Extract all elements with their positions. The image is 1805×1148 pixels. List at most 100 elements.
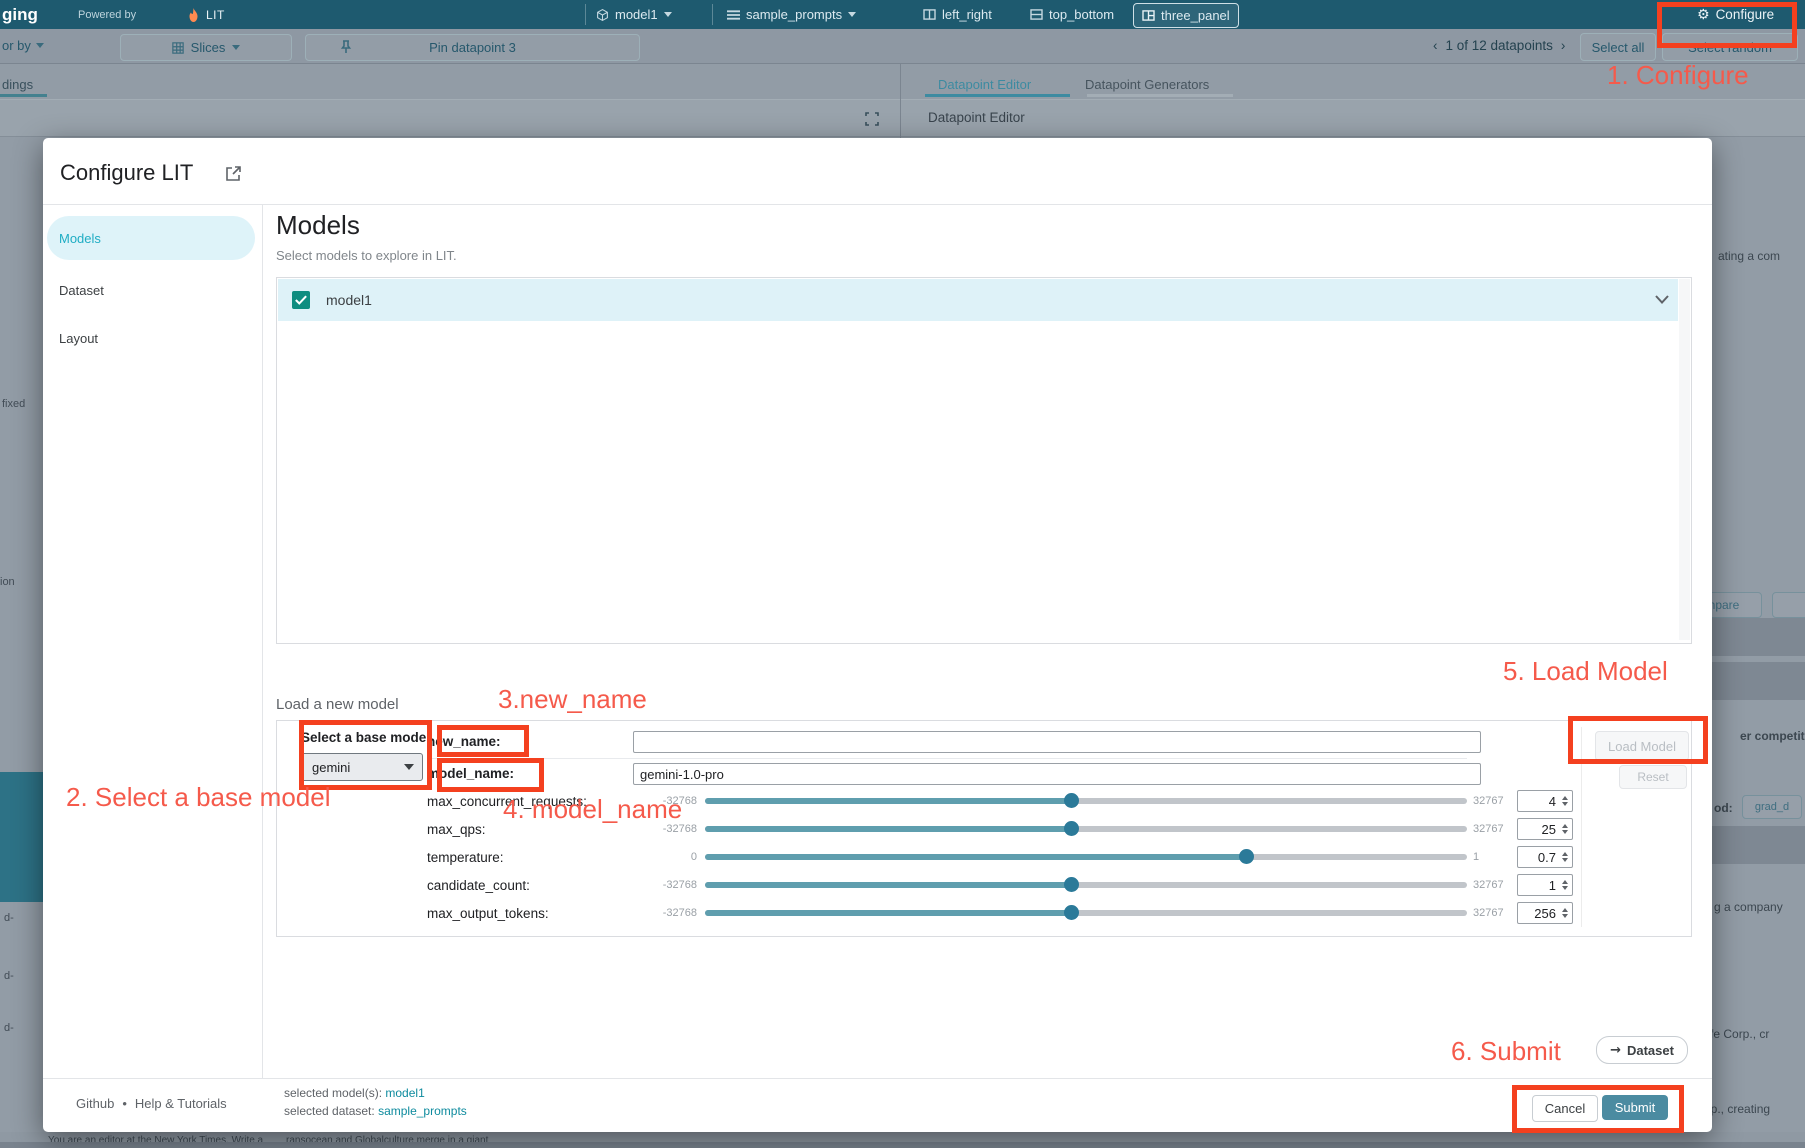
- scrollbar[interactable]: [1679, 279, 1690, 640]
- slider-track[interactable]: [705, 793, 1467, 808]
- annotation-label-4: 4. model_name: [503, 794, 683, 824]
- model-selector[interactable]: model1: [596, 0, 672, 29]
- model-checkbox-checked[interactable]: [292, 291, 310, 309]
- top-app-bar: ging Powered by LIT model1 sample_prompt…: [0, 0, 1805, 29]
- slider-min-label: -32768: [662, 823, 697, 835]
- param-slider-row: max_concurrent_requests: -32768 32767 4: [427, 787, 1573, 815]
- selected-model-link[interactable]: model1: [385, 1086, 425, 1100]
- param-slider-row: max_qps: -32768 32767 25: [427, 815, 1573, 843]
- model-name-input[interactable]: gemini-1.0-pro: [633, 763, 1481, 785]
- base-model-select[interactable]: gemini: [301, 753, 423, 781]
- pin-datapoint-button[interactable]: Pin datapoint 3: [305, 34, 640, 61]
- configure-button[interactable]: ⚙ Configure: [1697, 6, 1775, 23]
- annotation-box-base-model: [299, 720, 432, 790]
- pager-prev[interactable]: ‹: [1433, 38, 1438, 53]
- slider-thumb[interactable]: [1239, 849, 1255, 864]
- active-tab-underline: [0, 94, 47, 97]
- dot-separator: •: [122, 1096, 127, 1111]
- slider-fill: [705, 798, 1071, 804]
- tab-datapoint-editor[interactable]: Datapoint Editor: [938, 77, 1032, 92]
- slider-track[interactable]: [705, 821, 1467, 836]
- section-subtitle: Select models to explore in LIT.: [276, 248, 457, 263]
- divider: [262, 204, 263, 1078]
- slider-max-label: 32767: [1473, 795, 1504, 807]
- slices-button[interactable]: Slices: [120, 34, 292, 61]
- model-row[interactable]: model1: [278, 279, 1678, 321]
- layout-left-right[interactable]: left_right: [915, 3, 1000, 26]
- background-text-fragment: ion: [0, 576, 15, 588]
- submit-button[interactable]: Submit: [1602, 1095, 1668, 1120]
- dataset-next-button[interactable]: → Dataset: [1596, 1036, 1688, 1064]
- slider-thumb[interactable]: [1063, 905, 1079, 920]
- slider-thumb[interactable]: [1063, 821, 1079, 836]
- load-model-button[interactable]: Load Model: [1595, 731, 1689, 761]
- spinner-arrows-icon[interactable]: [1559, 908, 1570, 918]
- help-tutorials-link[interactable]: Help & Tutorials: [134, 1096, 227, 1111]
- layout-three-panel-icon: [1142, 10, 1155, 21]
- arrow-right-icon: →: [1610, 1042, 1621, 1058]
- model-name-label: model_name:: [427, 766, 515, 781]
- background-text-fragment: d-: [4, 1022, 14, 1034]
- select-all-button[interactable]: Select all: [1580, 33, 1656, 61]
- value-spinner[interactable]: 25: [1517, 818, 1573, 840]
- spinner-arrows-icon[interactable]: [1559, 880, 1570, 890]
- tab-embeddings-partial[interactable]: dings: [2, 77, 34, 92]
- background-text-fragment: tafe Corp., cr: [1700, 1027, 1770, 1041]
- expand-panel-icon[interactable]: [865, 112, 879, 126]
- layout-three-panel[interactable]: three_panel: [1133, 3, 1239, 28]
- value-spinner[interactable]: 1: [1517, 874, 1573, 896]
- layout-left-right-icon: [923, 9, 936, 20]
- sidebar-item-models[interactable]: [47, 216, 255, 260]
- cancel-button[interactable]: Cancel: [1532, 1095, 1598, 1122]
- background-button-partial[interactable]: [1772, 592, 1805, 618]
- selected-models-line: selected model(s): model1: [284, 1086, 425, 1100]
- grid-icon: [171, 41, 184, 54]
- slider-track[interactable]: [705, 905, 1467, 920]
- slider-max-label: 32767: [1473, 823, 1504, 835]
- new-name-input[interactable]: [633, 731, 1481, 753]
- annotation-box-configure: [1657, 2, 1797, 48]
- slider-min-label: 0: [690, 851, 697, 863]
- github-link[interactable]: Github: [76, 1096, 115, 1111]
- sidebar-item-layout[interactable]: Layout: [59, 331, 99, 346]
- value-spinner[interactable]: 0.7: [1517, 846, 1573, 868]
- external-link-icon[interactable]: [225, 165, 242, 182]
- background-text-fragment: er competito: [1740, 729, 1805, 743]
- divider: [427, 758, 1467, 759]
- background-text-fragment: fixed: [2, 398, 26, 410]
- background-text-fragment: orp., creating: [1700, 1102, 1771, 1116]
- slider-min-label: -32768: [662, 879, 697, 891]
- table-row-text: ransocean and Globalculture merge in a g…: [286, 1135, 489, 1146]
- layout-top-bottom[interactable]: top_bottom: [1022, 3, 1122, 26]
- param-slider-row: max_output_tokens: -32768 32767 256: [427, 899, 1573, 927]
- panel-header-strip: Datapoint Editor: [0, 99, 1805, 137]
- background-text-fragment: d-: [4, 912, 14, 924]
- spinner-arrows-icon[interactable]: [1559, 824, 1570, 834]
- spinner-arrows-icon[interactable]: [1559, 796, 1570, 806]
- background-text-fragment: g a company: [1714, 900, 1783, 914]
- selected-dataset-link[interactable]: sample_prompts: [378, 1104, 467, 1118]
- chevron-down-icon: [663, 12, 672, 17]
- color-by-dropdown[interactable]: or by: [2, 38, 44, 53]
- tab-datapoint-generators[interactable]: Datapoint Generators: [1085, 77, 1210, 92]
- slider-thumb[interactable]: [1063, 877, 1079, 892]
- slider-track[interactable]: [705, 877, 1467, 892]
- chevron-down-icon[interactable]: [1655, 295, 1669, 304]
- annotation-label-6: 6. Submit: [1451, 1036, 1561, 1066]
- slider-track[interactable]: [705, 849, 1467, 864]
- bottom-band: [0, 1142, 1805, 1148]
- new-name-label: new_name:: [427, 734, 501, 749]
- pin-icon: [340, 40, 352, 54]
- value-spinner[interactable]: 256: [1517, 902, 1573, 924]
- reset-button[interactable]: Reset: [1619, 765, 1687, 789]
- spinner-arrows-icon[interactable]: [1559, 852, 1570, 862]
- background-text-fragment: d-: [4, 970, 14, 982]
- dataset-selector[interactable]: sample_prompts: [727, 0, 857, 29]
- base-model-label: Select a base model: [301, 730, 431, 745]
- pager-next[interactable]: ›: [1560, 38, 1566, 53]
- value-spinner[interactable]: 4: [1517, 790, 1573, 812]
- sidebar-item-dataset[interactable]: Dataset: [59, 283, 104, 298]
- slider-thumb[interactable]: [1063, 793, 1079, 808]
- select-arrow-icon: [404, 764, 414, 770]
- spinner-value: 4: [1548, 793, 1556, 809]
